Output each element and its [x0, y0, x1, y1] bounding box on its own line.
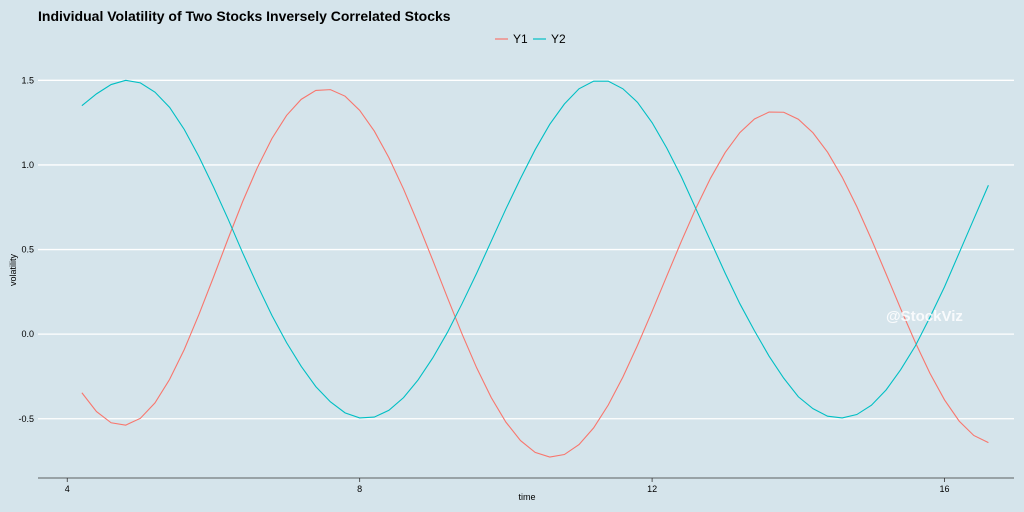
watermark: @StockViz: [886, 308, 963, 325]
x-tick-label: 16: [940, 484, 950, 494]
x-axis-title: time: [518, 492, 535, 502]
x-tick-label: 12: [647, 484, 657, 494]
y-tick-label: 1.5: [21, 75, 34, 85]
y-tick-label: 0.5: [21, 245, 34, 255]
x-tick-label: 8: [357, 484, 362, 494]
series-line-y1: [81, 89, 989, 458]
series-lines: [81, 79, 989, 458]
y-axis: -0.5 0.0 0.5 1.0 1.5: [18, 75, 34, 423]
chart-title: Individual Volatility of Two Stocks Inve…: [38, 8, 451, 24]
x-axis: 4 8 12 16: [38, 477, 1014, 494]
series-line-y2: [81, 79, 989, 419]
y-tick-label: 1.0: [21, 160, 34, 170]
legend-label-y1: Y1: [513, 32, 528, 46]
y-tick-label: 0.0: [21, 329, 34, 339]
gridlines: [38, 79, 1014, 420]
x-tick-label: 4: [65, 484, 70, 494]
y-axis-title: volatility: [8, 253, 18, 286]
legend-label-y2: Y2: [551, 32, 566, 46]
y-tick-label: -0.5: [18, 414, 34, 424]
legend: Y1 Y2: [495, 32, 566, 46]
